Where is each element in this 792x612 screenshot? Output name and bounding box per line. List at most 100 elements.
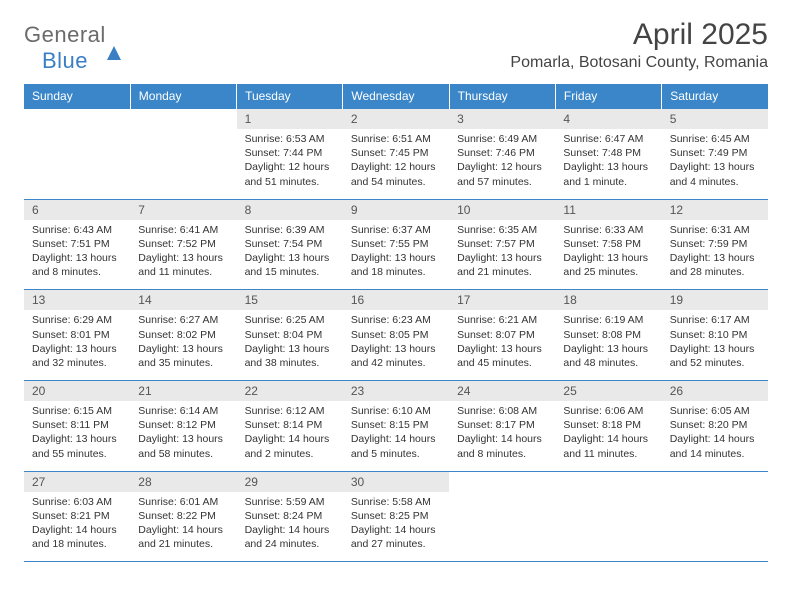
daylight-label: Daylight: bbox=[457, 433, 498, 445]
daylight-label: Daylight: bbox=[351, 433, 392, 445]
sunset-value: 8:12 PM bbox=[177, 419, 216, 431]
sunrise-line: Sunrise: 6:39 AM bbox=[245, 223, 335, 237]
sunset-value: 8:24 PM bbox=[283, 510, 322, 522]
sunrise-label: Sunrise: bbox=[563, 314, 602, 326]
day-body: Sunrise: 6:27 AMSunset: 8:02 PMDaylight:… bbox=[130, 310, 236, 380]
sunset-label: Sunset: bbox=[351, 238, 387, 250]
sunrise-value: 6:23 AM bbox=[392, 314, 431, 326]
sunrise-label: Sunrise: bbox=[245, 224, 284, 236]
daylight-line: Daylight: 13 hours and 55 minutes. bbox=[32, 432, 122, 460]
sunset-line: Sunset: 7:58 PM bbox=[563, 237, 653, 251]
day-number: 29 bbox=[237, 472, 343, 492]
calendar-day-cell: 24Sunrise: 6:08 AMSunset: 8:17 PMDayligh… bbox=[449, 381, 555, 472]
day-body: Sunrise: 6:25 AMSunset: 8:04 PMDaylight:… bbox=[237, 310, 343, 380]
sunrise-line: Sunrise: 6:15 AM bbox=[32, 404, 122, 418]
sunrise-line: Sunrise: 6:45 AM bbox=[670, 132, 760, 146]
calendar-day-cell: 13Sunrise: 6:29 AMSunset: 8:01 PMDayligh… bbox=[24, 290, 130, 381]
sunset-label: Sunset: bbox=[457, 419, 493, 431]
daylight-label: Daylight: bbox=[351, 343, 392, 355]
sunset-line: Sunset: 7:57 PM bbox=[457, 237, 547, 251]
sunset-label: Sunset: bbox=[670, 419, 706, 431]
day-number: 5 bbox=[662, 109, 768, 129]
calendar-week-row: 1Sunrise: 6:53 AMSunset: 7:44 PMDaylight… bbox=[24, 109, 768, 200]
calendar-day-cell: 17Sunrise: 6:21 AMSunset: 8:07 PMDayligh… bbox=[449, 290, 555, 381]
sunrise-value: 6:29 AM bbox=[73, 314, 112, 326]
sunrise-line: Sunrise: 6:25 AM bbox=[245, 313, 335, 327]
calendar-day-cell: 5Sunrise: 6:45 AMSunset: 7:49 PMDaylight… bbox=[662, 109, 768, 200]
calendar-day-cell: 10Sunrise: 6:35 AMSunset: 7:57 PMDayligh… bbox=[449, 199, 555, 290]
daylight-label: Daylight: bbox=[138, 343, 179, 355]
day-body: Sunrise: 6:47 AMSunset: 7:48 PMDaylight:… bbox=[555, 129, 661, 199]
sunrise-label: Sunrise: bbox=[563, 224, 602, 236]
day-body: Sunrise: 6:35 AMSunset: 7:57 PMDaylight:… bbox=[449, 220, 555, 290]
day-body: Sunrise: 6:06 AMSunset: 8:18 PMDaylight:… bbox=[555, 401, 661, 471]
sunset-line: Sunset: 8:11 PM bbox=[32, 418, 122, 432]
sunrise-line: Sunrise: 6:23 AM bbox=[351, 313, 441, 327]
sunrise-label: Sunrise: bbox=[32, 314, 71, 326]
calendar-day-cell: 16 Sunrise: 6:23 AMSunset: 8:05 PMDayligh… bbox=[343, 290, 449, 381]
sunrise-label: Sunrise: bbox=[351, 405, 390, 417]
daylight-line: Daylight: 14 hours and 8 minutes. bbox=[457, 432, 547, 460]
sunset-value: 8:17 PM bbox=[496, 419, 535, 431]
sunset-label: Sunset: bbox=[138, 419, 174, 431]
sunrise-line: Sunrise: 6:33 AM bbox=[563, 223, 653, 237]
sunset-value: 7:46 PM bbox=[496, 147, 535, 159]
sunset-label: Sunset: bbox=[563, 419, 599, 431]
daylight-line: Daylight: 13 hours and 25 minutes. bbox=[563, 251, 653, 279]
sunset-line: Sunset: 7:55 PM bbox=[351, 237, 441, 251]
sunrise-value: 6:17 AM bbox=[711, 314, 750, 326]
sunrise-label: Sunrise: bbox=[245, 314, 284, 326]
sunset-value: 8:15 PM bbox=[389, 419, 428, 431]
daylight-label: Daylight: bbox=[245, 433, 286, 445]
sunrise-label: Sunrise: bbox=[670, 133, 709, 145]
sunset-value: 7:52 PM bbox=[177, 238, 216, 250]
sunrise-label: Sunrise: bbox=[351, 496, 390, 508]
sunset-label: Sunset: bbox=[457, 147, 493, 159]
brand-text-2: Blue bbox=[42, 48, 88, 73]
day-body: Sunrise: 6:41 AMSunset: 7:52 PMDaylight:… bbox=[130, 220, 236, 290]
sunset-value: 7:49 PM bbox=[708, 147, 747, 159]
calendar-body: 1Sunrise: 6:53 AMSunset: 7:44 PMDaylight… bbox=[24, 109, 768, 562]
weekday-header: Friday bbox=[555, 84, 661, 109]
daylight-line: Daylight: 12 hours and 57 minutes. bbox=[457, 160, 547, 188]
day-body: Sunrise: 6:53 AMSunset: 7:44 PMDaylight:… bbox=[237, 129, 343, 199]
sunrise-value: 6:12 AM bbox=[286, 405, 325, 417]
sunset-line: Sunset: 8:05 PM bbox=[351, 328, 441, 342]
sunset-label: Sunset: bbox=[563, 329, 599, 341]
sunset-label: Sunset: bbox=[32, 329, 68, 341]
weekday-header: Tuesday bbox=[237, 84, 343, 109]
day-number: 4 bbox=[555, 109, 661, 129]
sunrise-label: Sunrise: bbox=[351, 133, 390, 145]
sunset-label: Sunset: bbox=[138, 510, 174, 522]
day-body: Sunrise: 6:08 AMSunset: 8:17 PMDaylight:… bbox=[449, 401, 555, 471]
daylight-label: Daylight: bbox=[670, 252, 711, 264]
calendar-day-cell: 15Sunrise: 6:25 AMSunset: 8:04 PMDayligh… bbox=[237, 290, 343, 381]
sunset-line: Sunset: 7:51 PM bbox=[32, 237, 122, 251]
sunset-label: Sunset: bbox=[351, 329, 387, 341]
daylight-label: Daylight: bbox=[32, 433, 73, 445]
day-body: Sunrise: 6:45 AMSunset: 7:49 PMDaylight:… bbox=[662, 129, 768, 199]
sunset-value: 8:08 PM bbox=[602, 329, 641, 341]
sunset-value: 8:14 PM bbox=[283, 419, 322, 431]
page-title: April 2025 bbox=[510, 18, 768, 52]
calendar-day-cell: 23Sunrise: 6:10 AMSunset: 8:15 PMDayligh… bbox=[343, 381, 449, 472]
sunrise-value: 6:21 AM bbox=[499, 314, 538, 326]
day-number: 12 bbox=[662, 200, 768, 220]
sunrise-value: 6:03 AM bbox=[73, 496, 112, 508]
daylight-label: Daylight: bbox=[351, 161, 392, 173]
sunset-line: Sunset: 8:21 PM bbox=[32, 509, 122, 523]
calendar-day-cell: 29Sunrise: 5:59 AMSunset: 8:24 PMDayligh… bbox=[237, 471, 343, 562]
day-body: Sunrise: 6:10 AMSunset: 8:15 PMDaylight:… bbox=[343, 401, 449, 471]
calendar-day-cell: 8Sunrise: 6:39 AMSunset: 7:54 PMDaylight… bbox=[237, 199, 343, 290]
sunrise-label: Sunrise: bbox=[138, 405, 177, 417]
daylight-line: Daylight: 13 hours and 45 minutes. bbox=[457, 342, 547, 370]
sunrise-line: Sunrise: 6:29 AM bbox=[32, 313, 122, 327]
calendar-day-cell: 12Sunrise: 6:31 AMSunset: 7:59 PMDayligh… bbox=[662, 199, 768, 290]
daylight-line: Daylight: 13 hours and 8 minutes. bbox=[32, 251, 122, 279]
sunset-line: Sunset: 8:17 PM bbox=[457, 418, 547, 432]
sunset-line: Sunset: 7:44 PM bbox=[245, 146, 335, 160]
day-body: Sunrise: 6:31 AMSunset: 7:59 PMDaylight:… bbox=[662, 220, 768, 290]
sunrise-label: Sunrise: bbox=[245, 405, 284, 417]
sunrise-label: Sunrise: bbox=[32, 496, 71, 508]
day-number: 16 bbox=[343, 290, 449, 310]
